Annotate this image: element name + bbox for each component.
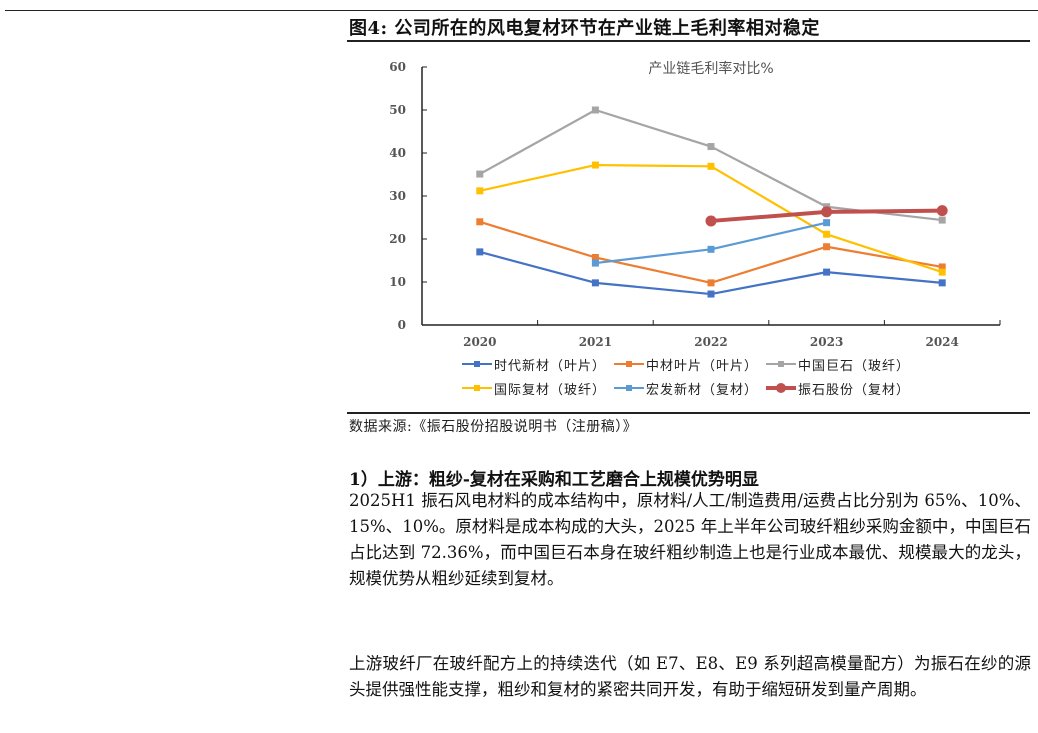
series-line: [479, 250, 943, 296]
data-point: [476, 248, 484, 256]
data-point: [476, 218, 484, 226]
legend-swatch-icon: [462, 358, 492, 370]
legend-swatch-icon: [462, 382, 492, 394]
data-point: [591, 161, 599, 169]
data-point: [591, 106, 599, 114]
figure-bottom-rule: [347, 412, 1030, 414]
line-chart: 产业链毛利率对比% 0 10 20 30 40 50 60 2020 2021 2022 2023 20…: [347, 44, 1030, 406]
legend-label: 国际复材（玻纤）: [494, 382, 607, 398]
chart-title: 产业链毛利率对比%: [648, 60, 773, 77]
data-point: [823, 243, 831, 251]
y-tick-label: 60: [389, 60, 406, 74]
data-source-note: 数据来源:《振石股份招股说明书（注册稿）》: [349, 419, 638, 435]
figure-title-rule: [347, 40, 1030, 42]
legend-label: 振石股份（复材）: [798, 382, 911, 398]
data-point: [705, 215, 717, 227]
data-point: [938, 279, 946, 287]
data-point: [591, 253, 599, 261]
legend-item: 时代新材（叶片）: [462, 355, 606, 374]
body-paragraph-2: 上游玻纤厂在玻纤配方上的持续迭代（如 E7、E8、E9 系列超高模量配方）为振石…: [349, 654, 1031, 699]
x-tick-label: 2023: [810, 335, 843, 349]
data-point: [823, 230, 831, 238]
data-point: [938, 268, 946, 276]
legend-swatch-icon: [766, 358, 797, 370]
data-point: [707, 245, 715, 253]
y-tick-label: 10: [389, 275, 406, 289]
legend-label: 时代新材（叶片）: [494, 358, 607, 374]
section-heading: 1）上游：粗纱-复材在采购和工艺磨合上规模优势明显: [349, 470, 759, 490]
page-top-rule: [5, 10, 1038, 11]
x-tick-label: 2021: [579, 335, 612, 349]
legend-item: 国际复材（玻纤）: [462, 379, 606, 398]
y-tick-label: 40: [389, 146, 406, 160]
y-tick-label: 0: [398, 318, 406, 332]
x-tick-label: 2020: [463, 335, 496, 349]
data-point: [707, 290, 715, 298]
y-tick-label: 50: [389, 103, 406, 117]
data-point: [476, 170, 484, 178]
data-point: [707, 143, 715, 151]
data-point: [476, 187, 484, 195]
legend-swatch-icon: [766, 382, 797, 394]
data-point: [938, 216, 946, 224]
x-tick-label: 2022: [694, 335, 727, 349]
data-point: [707, 279, 715, 287]
legend-label: 中材叶片（叶片）: [646, 358, 759, 374]
legend-label: 中国巨石（玻纤）: [798, 358, 911, 374]
data-point: [936, 205, 948, 217]
data-point: [938, 263, 946, 271]
data-point: [707, 162, 715, 170]
legend-label: 宏发新材（复材）: [646, 382, 759, 398]
y-tick-label: 30: [389, 189, 406, 203]
data-point: [823, 268, 831, 276]
data-point: [821, 206, 833, 218]
x-tick-label: 2024: [925, 335, 958, 349]
legend-item: 中材叶片（叶片）: [614, 355, 758, 374]
data-point: [591, 259, 599, 267]
legend-item: 宏发新材（复材）: [614, 379, 758, 398]
legend-item: 振石股份（复材）: [766, 379, 910, 398]
figure-title: 图4: 公司所在的风电复材环节在产业链上毛利率相对稳定: [349, 18, 820, 39]
legend-swatch-icon: [614, 382, 645, 394]
body-paragraph-1: 2025H1 振石风电材料的成本结构中，原材料/人工/制造费用/运费占比分别为 …: [349, 491, 1031, 588]
legend-item: 中国巨石（玻纤）: [766, 355, 910, 374]
legend-swatch-icon: [614, 358, 645, 370]
data-point: [823, 219, 831, 227]
chart-plot-area: 产业链毛利率对比% 0 10 20 30 40 50 60 2020 2021 2022 2023 20…: [389, 60, 1001, 349]
chart-legend: 时代新材（叶片） 中材叶片（叶片） 中国巨石（玻纤） 国际复材（玻纤） 宏发新材（复材）…: [462, 352, 982, 400]
y-tick-label: 20: [389, 232, 406, 246]
data-point: [591, 279, 599, 287]
